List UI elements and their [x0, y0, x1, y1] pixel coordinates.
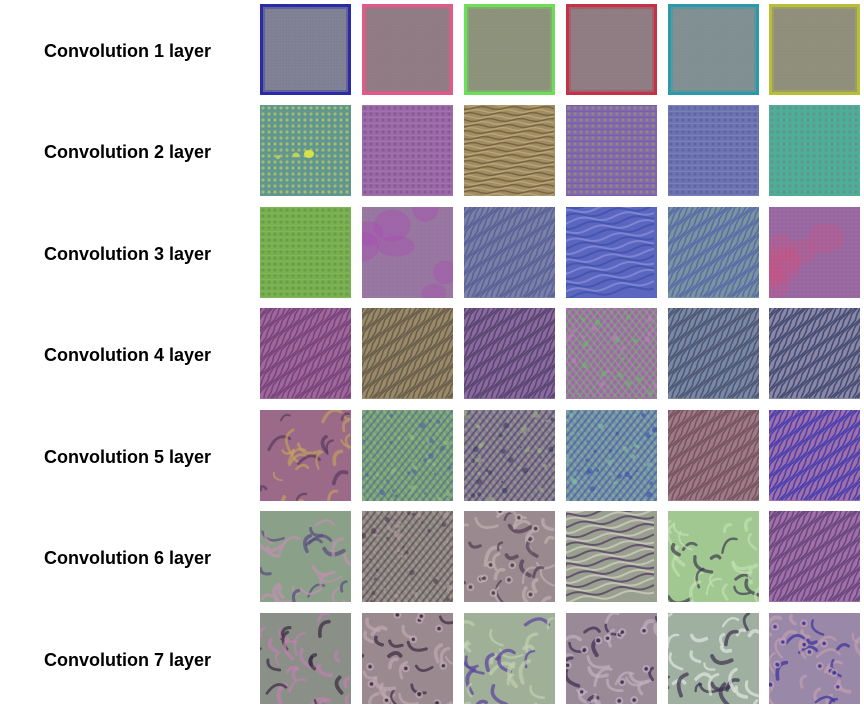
- filter-tile: [362, 613, 453, 704]
- row-label: Convolution 4 layer: [44, 345, 212, 365]
- filter-tile: [566, 308, 657, 399]
- row-label: Convolution 6 layer: [44, 548, 212, 568]
- filter-tile: [362, 105, 453, 196]
- filter-tile: [769, 613, 860, 704]
- filter-tile: [464, 4, 555, 95]
- filter-tile: [362, 207, 453, 298]
- row-label: Convolution 5 layer: [44, 447, 212, 467]
- layer-row: Convolution 7 layer: [0, 613, 864, 707]
- filter-tile: [362, 4, 453, 95]
- filter-tile: [769, 511, 860, 602]
- filter-tile: [260, 308, 351, 399]
- filter-tile: [769, 308, 860, 399]
- row-label: Convolution 1 layer: [44, 41, 212, 61]
- row-label: Convolution 2 layer: [44, 142, 212, 162]
- filter-tile: [362, 511, 453, 602]
- filter-tile: [668, 613, 759, 704]
- layer-row: Convolution 5 layer: [0, 410, 864, 504]
- filter-tile: [464, 105, 555, 196]
- filter-tile: [260, 410, 351, 501]
- filter-tile: [566, 410, 657, 501]
- layer-row: Convolution 2 layer: [0, 105, 864, 199]
- filter-tile: [260, 4, 351, 95]
- row-label: Convolution 3 layer: [44, 244, 212, 264]
- layer-row: Convolution 6 layer: [0, 511, 864, 605]
- layer-row: Convolution 3 layer: [0, 207, 864, 301]
- filter-tile: [464, 207, 555, 298]
- filter-tile: [769, 105, 860, 196]
- filter-tile: [566, 511, 657, 602]
- filter-tile: [566, 4, 657, 95]
- row-label: Convolution 7 layer: [44, 650, 212, 670]
- filter-tile: [668, 308, 759, 399]
- filter-tile: [260, 207, 351, 298]
- layer-row: Convolution 4 layer: [0, 308, 864, 402]
- filter-tile: [362, 308, 453, 399]
- filter-tile: [566, 105, 657, 196]
- filter-tile: [464, 511, 555, 602]
- filter-tile: [260, 105, 351, 196]
- filter-tile: [668, 4, 759, 95]
- filter-tile: [566, 207, 657, 298]
- filter-tile: [668, 105, 759, 196]
- filter-tile: [362, 410, 453, 501]
- filter-tile: [464, 308, 555, 399]
- filter-tile: [260, 613, 351, 704]
- filter-tile: [668, 207, 759, 298]
- filter-tile: [464, 410, 555, 501]
- filter-tile: [769, 410, 860, 501]
- layer-row: Convolution 1 layer: [0, 4, 864, 98]
- filter-tile: [260, 511, 351, 602]
- filter-tile: [769, 4, 860, 95]
- filter-tile: [464, 613, 555, 704]
- filter-tile: [769, 207, 860, 298]
- filter-tile: [668, 410, 759, 501]
- filter-tile: [668, 511, 759, 602]
- filter-tile: [566, 613, 657, 704]
